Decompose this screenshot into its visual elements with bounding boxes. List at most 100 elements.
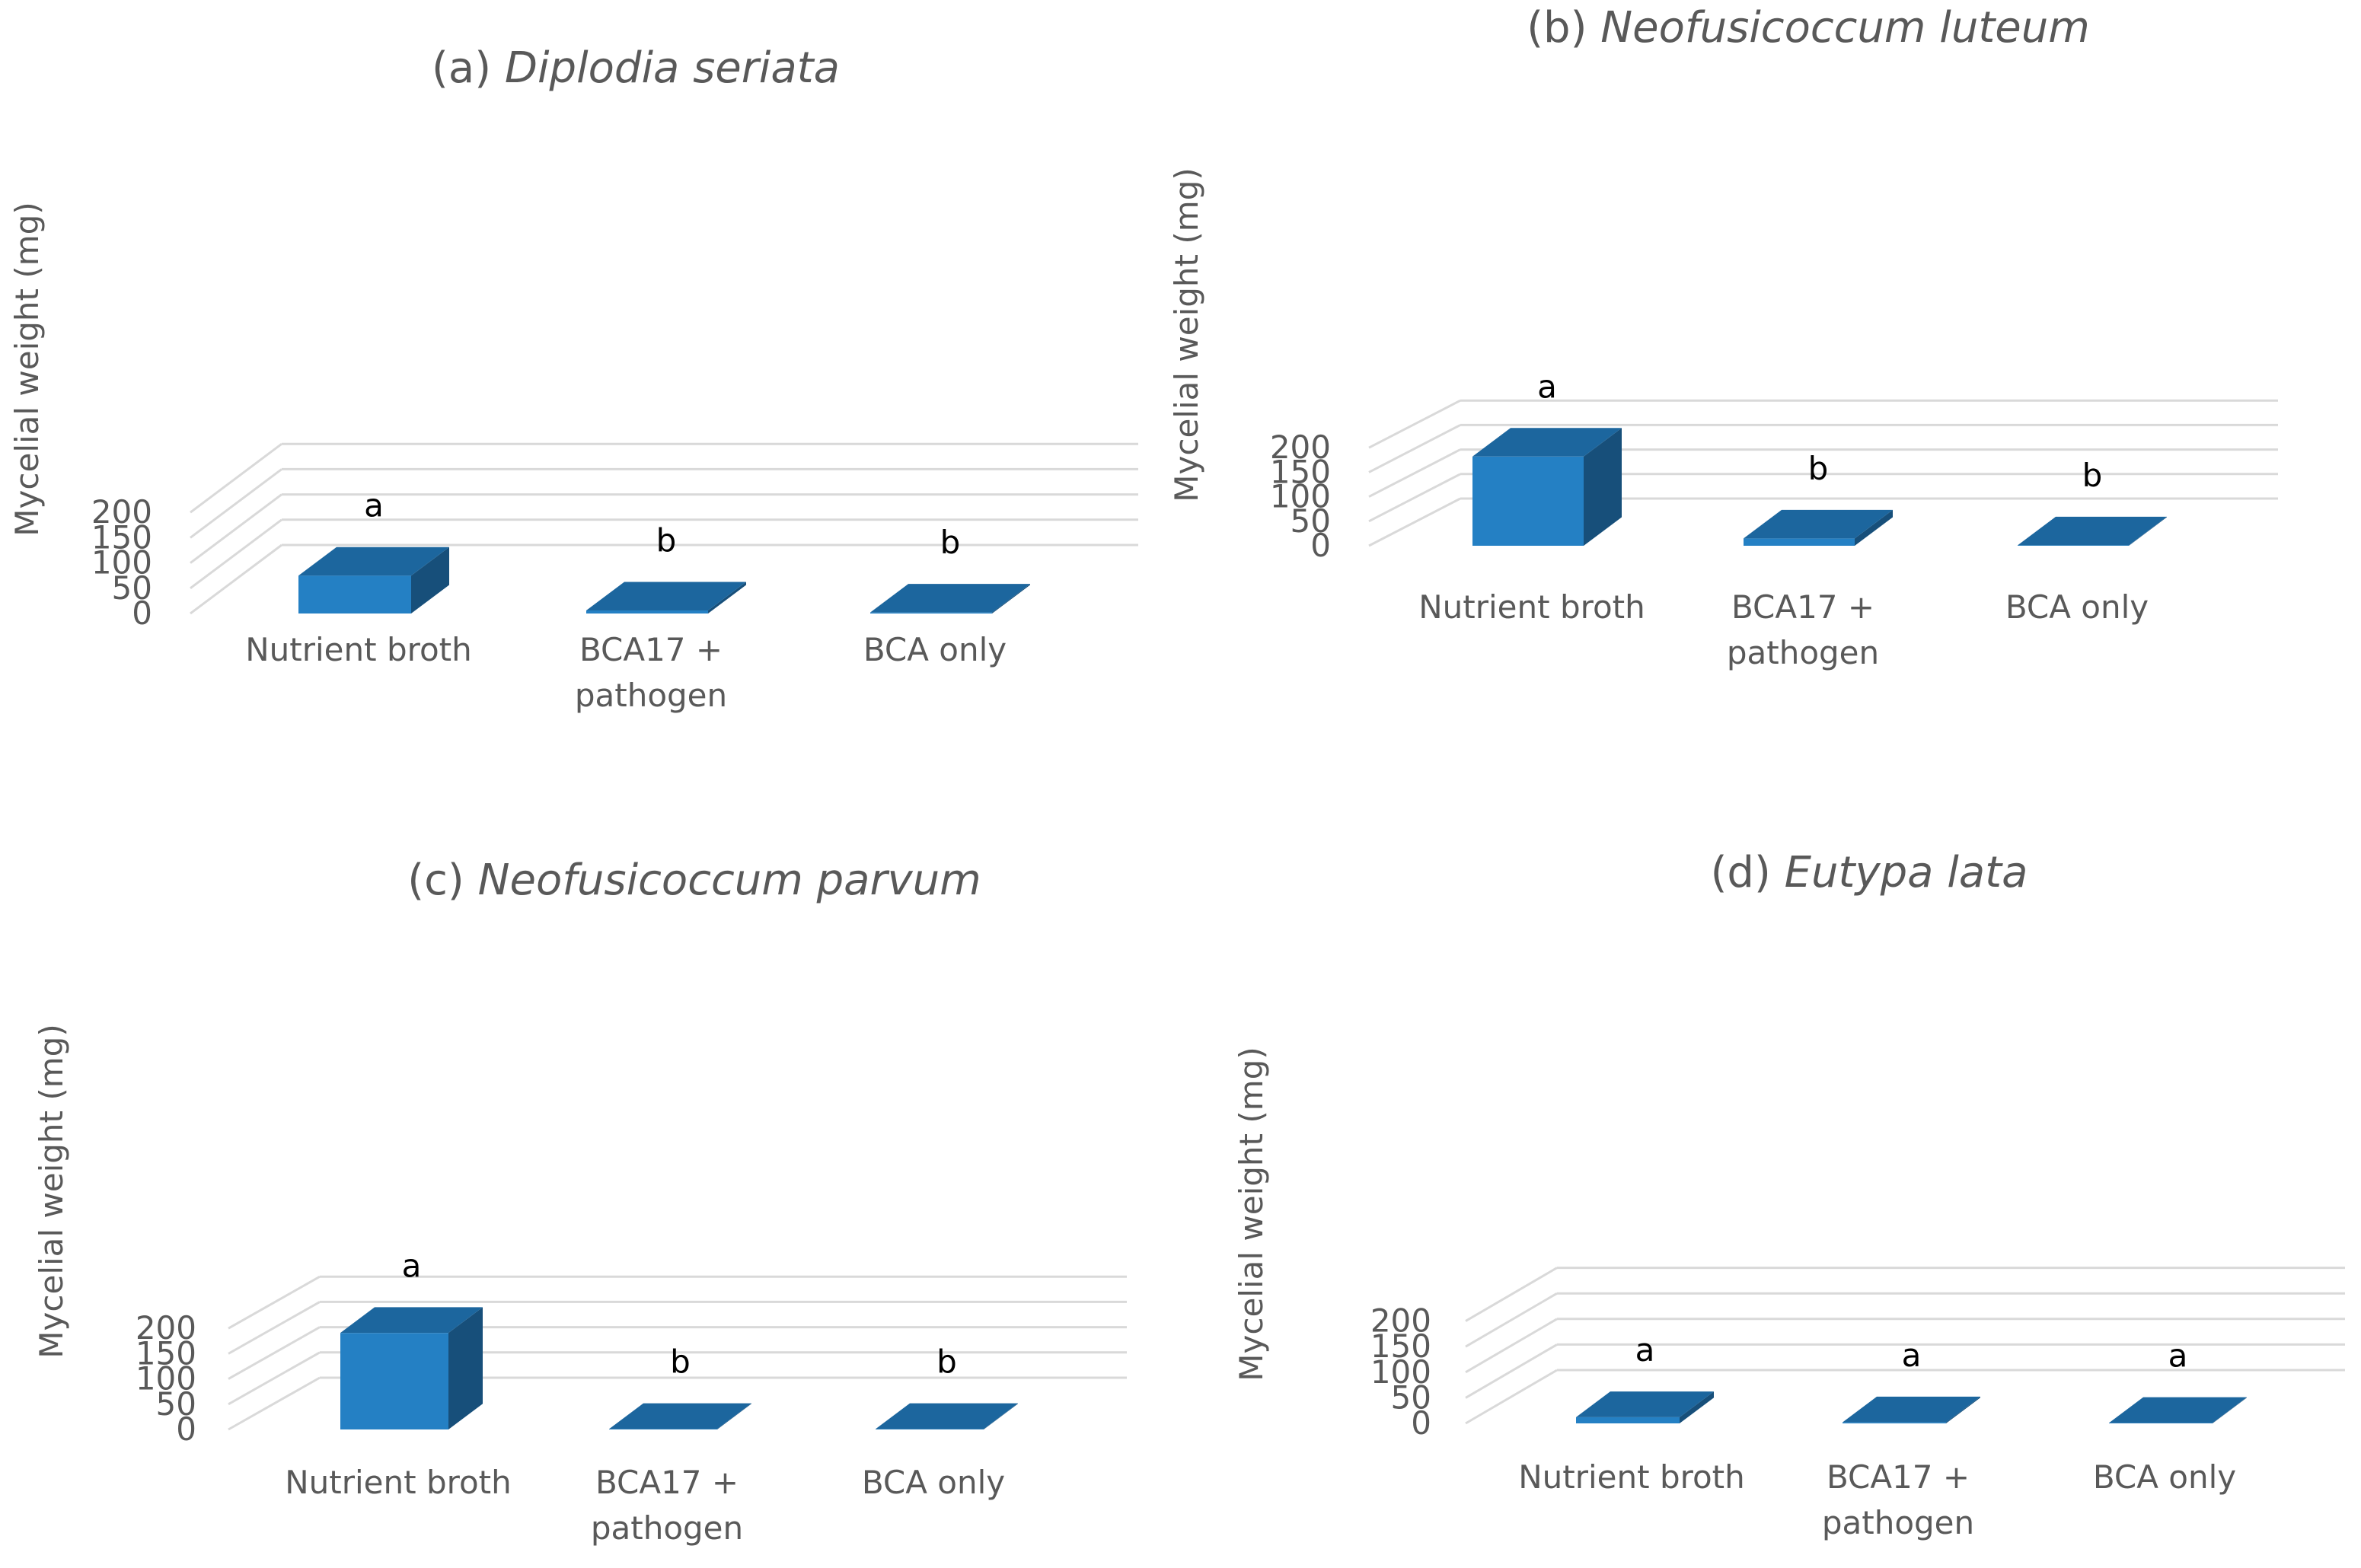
significance-label: a xyxy=(1635,1331,1655,1369)
y-axis-label: Mycelial weight (mg) xyxy=(1168,167,1205,502)
gridline-depth xyxy=(1465,1318,1558,1374)
significance-label: a xyxy=(1902,1337,1922,1374)
x-category-label: BCA17 + xyxy=(1827,1458,1970,1496)
bar-top xyxy=(876,1403,1018,1429)
y-tick-label: 0 xyxy=(1411,1404,1431,1442)
bar-top xyxy=(586,582,746,611)
bar-top xyxy=(870,584,1030,613)
gridline-depth xyxy=(1368,448,1461,498)
gridline-depth xyxy=(1465,1292,1558,1348)
gridline-depth xyxy=(1368,473,1461,523)
y-tick-label: 150 xyxy=(1370,1327,1431,1365)
gridline-depth xyxy=(228,1351,321,1406)
chart-title-prefix: (b) xyxy=(1527,3,1600,53)
significance-label: a xyxy=(1537,368,1557,405)
bar xyxy=(2109,1397,2247,1423)
y-tick-label: 200 xyxy=(1370,1302,1431,1340)
bar-top xyxy=(1472,428,1622,457)
bar xyxy=(609,1403,751,1429)
gridlines xyxy=(190,442,1138,615)
significance-label: b xyxy=(1808,450,1829,487)
x-category-label: BCA only xyxy=(863,631,1007,668)
y-axis-label: Mycelial weight (mg) xyxy=(33,1024,70,1358)
bar xyxy=(1744,509,1893,546)
y-axis-label: Mycelial weight (mg) xyxy=(1233,1047,1270,1381)
gridline-depth xyxy=(1465,1267,1558,1322)
bar-top xyxy=(1576,1391,1714,1417)
y-tick-label: 150 xyxy=(1270,453,1331,490)
significance-label: a xyxy=(364,487,384,524)
y-tick-label: 50 xyxy=(112,569,152,607)
chart-title-prefix: (a) xyxy=(432,43,505,93)
y-tick-label: 50 xyxy=(1291,502,1331,540)
gridline-depth xyxy=(1465,1343,1558,1399)
y-tick-label: 100 xyxy=(1370,1353,1431,1391)
significance-label: b xyxy=(2082,457,2103,494)
bar-top xyxy=(2109,1397,2247,1423)
gridline-depth xyxy=(190,443,282,514)
y-tick-label: 50 xyxy=(1391,1378,1431,1416)
bar-side xyxy=(411,547,449,613)
bar-side xyxy=(984,1403,1018,1429)
x-category-label: BCA17 + xyxy=(595,1464,739,1501)
gridline-depth xyxy=(228,1376,321,1431)
y-tick-label: 100 xyxy=(136,1360,196,1397)
gridline-depth xyxy=(1368,497,1461,547)
significance-label: b xyxy=(940,524,961,561)
y-tick-label: 50 xyxy=(156,1385,196,1423)
bar xyxy=(586,582,746,613)
bar-top xyxy=(298,547,449,576)
bar-side xyxy=(448,1307,483,1429)
significance-label: b xyxy=(656,522,677,559)
bar-front xyxy=(2018,545,2129,546)
bar-front xyxy=(1472,456,1584,546)
x-category-label: Nutrient broth xyxy=(1518,1458,1745,1496)
x-category-label: pathogen xyxy=(591,1509,743,1547)
gridline-depth xyxy=(190,468,282,539)
bar-side xyxy=(2129,516,2167,546)
bar-side xyxy=(2213,1397,2247,1423)
chart-title-species: Neofusicoccum luteum xyxy=(1600,3,2090,53)
x-category-label: BCA17 + xyxy=(579,631,723,668)
bar-top xyxy=(1744,509,1893,539)
y-tick-label: 200 xyxy=(1270,429,1331,466)
y-tick-label: 0 xyxy=(1310,527,1331,564)
gridlines xyxy=(1465,1267,2345,1425)
bar xyxy=(876,1403,1018,1429)
x-category-label: Nutrient broth xyxy=(245,631,472,668)
bar-side xyxy=(1946,1396,1980,1423)
bar-side xyxy=(717,1403,751,1429)
bar-top xyxy=(340,1307,483,1334)
bar-side xyxy=(1680,1391,1714,1423)
bar-top xyxy=(1843,1396,1980,1423)
bar xyxy=(1472,428,1622,546)
bar-front xyxy=(340,1333,448,1429)
gridline-depth xyxy=(228,1301,321,1355)
x-category-label: pathogen xyxy=(1727,634,1879,671)
gridline-depth xyxy=(1368,424,1461,473)
x-category-label: pathogen xyxy=(575,677,727,714)
significance-label: a xyxy=(402,1247,422,1284)
x-category-label: BCA only xyxy=(2005,588,2149,626)
gridline-depth xyxy=(1465,1369,1558,1425)
gridline-depth xyxy=(228,1275,321,1330)
y-tick-label: 0 xyxy=(132,594,152,632)
chart-title-prefix: (c) xyxy=(407,856,477,905)
y-tick-label: 150 xyxy=(136,1334,196,1372)
bar-side xyxy=(708,582,746,613)
y-tick-label: 200 xyxy=(136,1309,196,1347)
y-tick-label: 100 xyxy=(91,544,152,582)
chart-title-species: Eutypa lata xyxy=(1785,848,2028,897)
bar xyxy=(340,1307,483,1429)
bar-side xyxy=(1855,509,1893,546)
x-category-label: pathogen xyxy=(1822,1504,1974,1541)
significance-label: b xyxy=(936,1343,957,1381)
gridline-depth xyxy=(1368,399,1461,449)
x-category-label: BCA17 + xyxy=(1731,588,1874,626)
bar-side xyxy=(1584,428,1622,546)
gridline-depth xyxy=(190,543,282,615)
x-category-label: Nutrient broth xyxy=(1418,588,1645,626)
